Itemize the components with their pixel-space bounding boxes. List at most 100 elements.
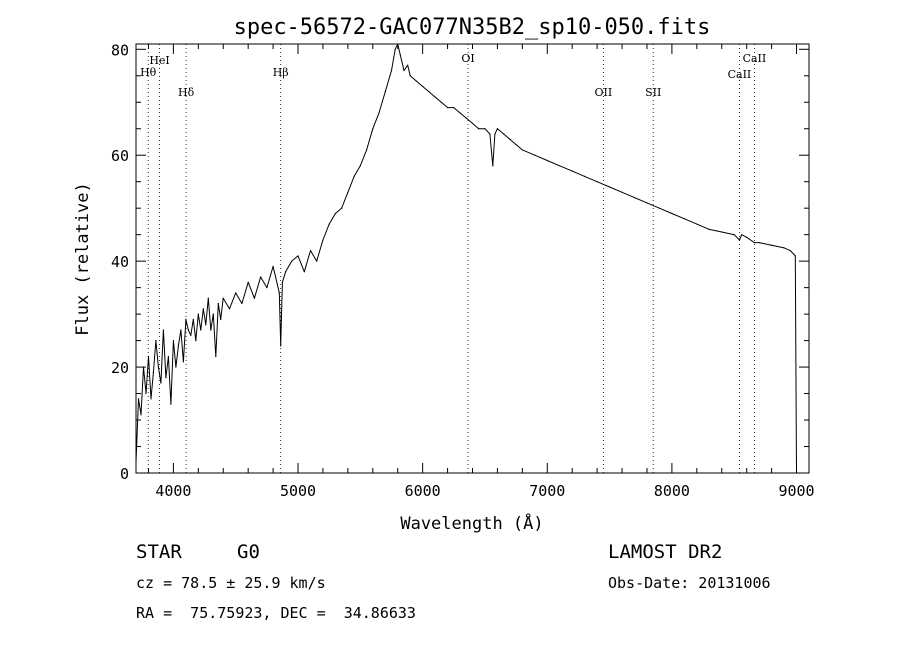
spectrum-point [758,242,760,244]
spectrum-point [409,75,411,77]
spectrum-point [272,265,274,268]
spectrum-line [135,43,797,474]
spectrum-point [484,128,486,130]
spectral-subclass: G0 [237,541,260,563]
spectrum-point [281,281,284,283]
line-marker-label: SII [645,86,661,99]
spectrum-point [496,128,499,130]
spectrum-point [708,228,710,230]
spectrum-point [721,231,723,233]
spectrum-point [397,43,399,45]
spectrum-point [235,292,237,294]
x-axis-label: Wavelength (Å) [400,512,543,534]
y-tick-label: 40 [111,253,129,271]
spectrum-point [197,313,199,315]
spectrum-point [155,339,157,342]
spectrum-point [322,239,324,241]
spectrum-point [403,69,405,72]
spectrum-point [220,318,222,321]
line-marker-label: Hθ [140,66,157,79]
spectrum-point [422,85,424,87]
spectrum-point [738,239,741,241]
spectrum-point [150,398,152,400]
y-tick-label: 20 [111,359,129,377]
spectrum-point [584,175,586,178]
y-tick-label: 0 [120,465,129,483]
line-marker-label: CaII [728,68,752,81]
spectrum-point [177,345,179,347]
spectrum-point [217,302,219,305]
line-marker-label: OII [595,86,613,99]
spectrum-point [316,260,318,262]
spectrum-point [145,392,147,395]
line-marker-label: HeI [149,54,169,67]
spectrum-point [228,308,231,310]
spectrum-point [696,223,698,225]
spectrum-point [182,361,184,363]
survey-name: LAMOST DR2 [608,541,723,563]
spectrum-point [247,281,249,283]
spectrum-point [534,154,536,156]
spectrum-point [394,48,396,50]
spectrum-point [278,292,280,294]
spectrum-point [459,112,461,114]
spectrum-point [284,271,287,273]
spectrum-point [303,271,305,273]
spectrum-point [210,329,212,331]
spectrum-point [771,244,773,246]
spectrum-point [608,186,611,188]
spectrum-point [683,218,685,220]
spectrum-point [341,207,343,209]
spectrum-point [160,382,162,384]
spectrum-point [200,329,202,331]
spectrum-point [167,355,170,358]
spectrum-point [253,297,255,299]
spectrum-point [646,202,648,204]
x-tick-label: 4000 [155,482,191,500]
spectrum-point [142,366,145,368]
spectrum-point [384,91,386,93]
spectrum-point [190,334,192,336]
spectrum-point [633,196,636,199]
x-tick-label: 9000 [778,482,814,500]
spectrum-point [783,247,785,249]
redshift-velocity: cz = 78.5 ± 25.9 km/s [136,574,326,592]
spectrum-point [172,339,174,342]
spectrum-point [215,355,217,358]
spectrum-point [453,106,455,109]
spectrum-point [207,297,209,299]
spectrum-point [185,318,187,321]
spectrum-point [202,308,204,310]
spectrum-point [521,149,523,151]
spectrum-point [157,366,160,368]
observation-date: Obs-Date: 20131006 [608,574,771,592]
spectrum-point [503,133,505,135]
spectrum-point [135,461,137,464]
spectrum-point [137,398,140,400]
x-tick-label: 6000 [405,482,441,500]
line-marker-label: Hβ [273,66,289,79]
spectrum-point [170,403,172,405]
spectrum-point [266,287,268,289]
spectrum-point [365,149,368,151]
spectrum-point [489,133,491,135]
spectrum-point [596,181,598,183]
spectrum-point [241,302,243,305]
spectrum-series [135,43,798,474]
spectrum-point [353,175,355,178]
spectrum-point [571,170,573,172]
spectrum-point [372,128,374,130]
y-tick-label: 60 [111,147,129,165]
object-type: STAR [136,541,182,563]
spectrum-point [260,276,262,278]
spectrum-point [746,236,748,238]
line-marker-label: CaII [743,52,767,65]
spectrum-point [795,472,798,474]
spectrum-point [334,212,337,215]
spectrum-point [494,133,496,135]
x-tick-label: 8000 [654,482,690,500]
spectrum-point [415,80,418,82]
coordinates: RA = 75.75923, DEC = 34.86633 [136,604,416,622]
spectrum-point [789,249,791,252]
spectrum-point [753,242,756,244]
